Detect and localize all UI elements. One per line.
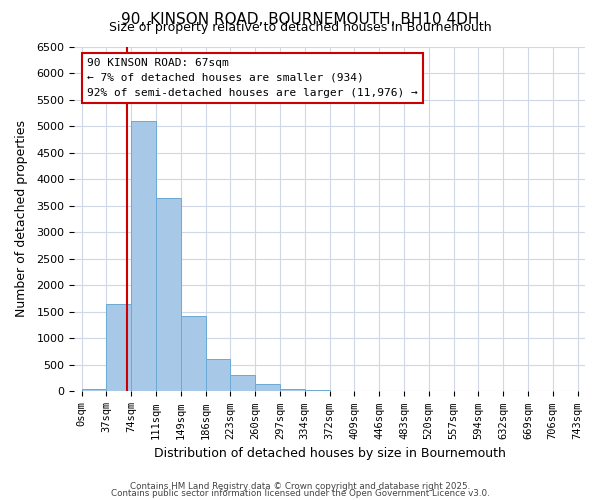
Bar xyxy=(206,358,230,392)
Bar xyxy=(230,375,255,392)
Bar xyxy=(106,304,131,392)
Bar xyxy=(280,389,305,392)
Bar xyxy=(156,198,181,392)
Text: Contains HM Land Registry data © Crown copyright and database right 2025.: Contains HM Land Registry data © Crown c… xyxy=(130,482,470,491)
Text: Contains public sector information licensed under the Open Government Licence v3: Contains public sector information licen… xyxy=(110,489,490,498)
Bar xyxy=(131,121,156,392)
Text: 90, KINSON ROAD, BOURNEMOUTH, BH10 4DH: 90, KINSON ROAD, BOURNEMOUTH, BH10 4DH xyxy=(121,12,479,26)
X-axis label: Distribution of detached houses by size in Bournemouth: Distribution of detached houses by size … xyxy=(154,447,506,460)
Text: Size of property relative to detached houses in Bournemouth: Size of property relative to detached ho… xyxy=(109,22,491,35)
Bar xyxy=(82,389,106,392)
Bar xyxy=(255,384,280,392)
Bar xyxy=(181,316,206,392)
Y-axis label: Number of detached properties: Number of detached properties xyxy=(15,120,28,318)
Bar xyxy=(305,390,329,392)
Text: 90 KINSON ROAD: 67sqm
← 7% of detached houses are smaller (934)
92% of semi-deta: 90 KINSON ROAD: 67sqm ← 7% of detached h… xyxy=(87,58,418,98)
